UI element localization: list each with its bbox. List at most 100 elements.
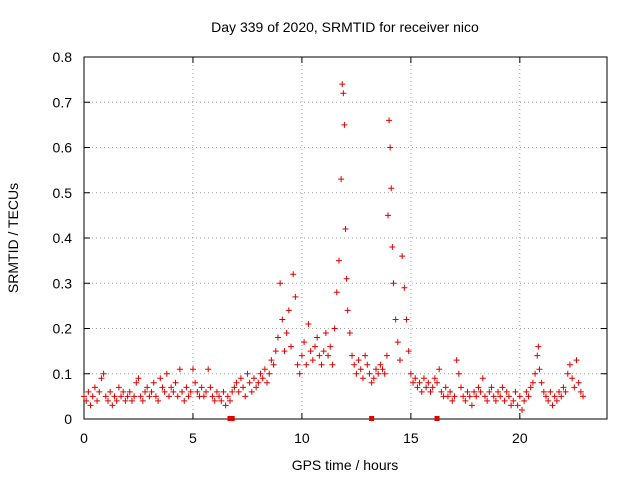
data-point	[170, 388, 177, 395]
data-point	[279, 316, 286, 323]
data-point	[525, 393, 532, 400]
data-point	[549, 402, 556, 409]
data-point	[246, 379, 253, 386]
data-point	[339, 81, 346, 88]
data-point	[573, 357, 580, 364]
data-point	[514, 402, 521, 409]
data-point	[333, 289, 340, 296]
data-point	[277, 280, 284, 287]
data-point	[346, 330, 353, 337]
data-point	[227, 397, 234, 404]
data-point	[569, 375, 576, 382]
data-point	[161, 388, 168, 395]
axis-mark	[369, 416, 375, 421]
data-point	[261, 366, 268, 373]
data-point	[575, 379, 582, 386]
data-point	[268, 357, 275, 364]
data-point	[566, 361, 573, 368]
data-point	[516, 393, 523, 400]
data-point	[298, 352, 305, 359]
data-point	[233, 379, 240, 386]
data-point	[150, 379, 157, 386]
data-point	[235, 388, 242, 395]
data-point	[224, 393, 231, 400]
data-point	[386, 117, 393, 124]
data-point	[338, 176, 345, 183]
data-point	[91, 384, 98, 391]
data-point	[288, 343, 295, 350]
data-point	[192, 379, 199, 386]
data-point	[257, 370, 264, 377]
data-point	[399, 253, 406, 260]
data-point	[102, 393, 109, 400]
data-point	[534, 352, 541, 359]
data-point	[503, 388, 510, 395]
data-point	[556, 388, 563, 395]
data-point	[562, 388, 569, 395]
data-point	[148, 388, 155, 395]
data-point	[327, 343, 334, 350]
data-point	[414, 384, 421, 391]
data-point	[416, 379, 423, 386]
data-point	[220, 388, 227, 395]
data-point	[85, 388, 92, 395]
data-point	[423, 384, 430, 391]
data-point	[362, 352, 369, 359]
data-point	[442, 384, 449, 391]
axis-mark	[229, 416, 235, 421]
data-point	[281, 348, 288, 355]
data-point	[128, 397, 135, 404]
data-point	[540, 388, 547, 395]
data-point	[111, 393, 118, 400]
data-point	[499, 384, 506, 391]
data-point	[259, 375, 266, 382]
grid	[84, 57, 607, 419]
data-point	[253, 384, 260, 391]
data-point	[301, 339, 308, 346]
data-point	[335, 257, 342, 264]
data-point	[133, 379, 140, 386]
data-point	[527, 384, 534, 391]
data-point	[486, 388, 493, 395]
data-point	[292, 293, 299, 300]
data-point	[104, 397, 111, 404]
data-point	[529, 379, 536, 386]
data-point	[244, 370, 251, 377]
data-point	[479, 375, 486, 382]
data-point	[157, 375, 164, 382]
data-point	[218, 397, 225, 404]
data-point	[216, 393, 223, 400]
data-point	[89, 393, 96, 400]
data-point	[420, 375, 427, 382]
data-point	[536, 366, 543, 373]
data-point	[264, 379, 271, 386]
data-point	[344, 307, 351, 314]
data-point	[172, 379, 179, 386]
x-axis: 0 5 10 15 20	[80, 57, 528, 446]
data-point	[307, 348, 314, 355]
data-point	[211, 397, 218, 404]
data-point	[331, 325, 338, 332]
data-point	[248, 388, 255, 395]
data-point	[229, 388, 236, 395]
data-point	[403, 316, 410, 323]
data-point	[305, 320, 312, 327]
data-point	[418, 388, 425, 395]
data-point	[181, 397, 188, 404]
data-point	[222, 402, 229, 409]
data-point	[340, 90, 347, 97]
data-point	[410, 379, 417, 386]
data-point	[508, 402, 515, 409]
x-tick-label: 5	[189, 430, 197, 446]
data-point	[342, 225, 349, 232]
data-point	[155, 397, 162, 404]
data-point	[473, 393, 480, 400]
data-point	[118, 393, 125, 400]
data-point	[457, 384, 464, 391]
data-point	[294, 361, 301, 368]
data-point	[547, 388, 554, 395]
data-point	[373, 366, 380, 373]
data-point	[353, 370, 360, 377]
